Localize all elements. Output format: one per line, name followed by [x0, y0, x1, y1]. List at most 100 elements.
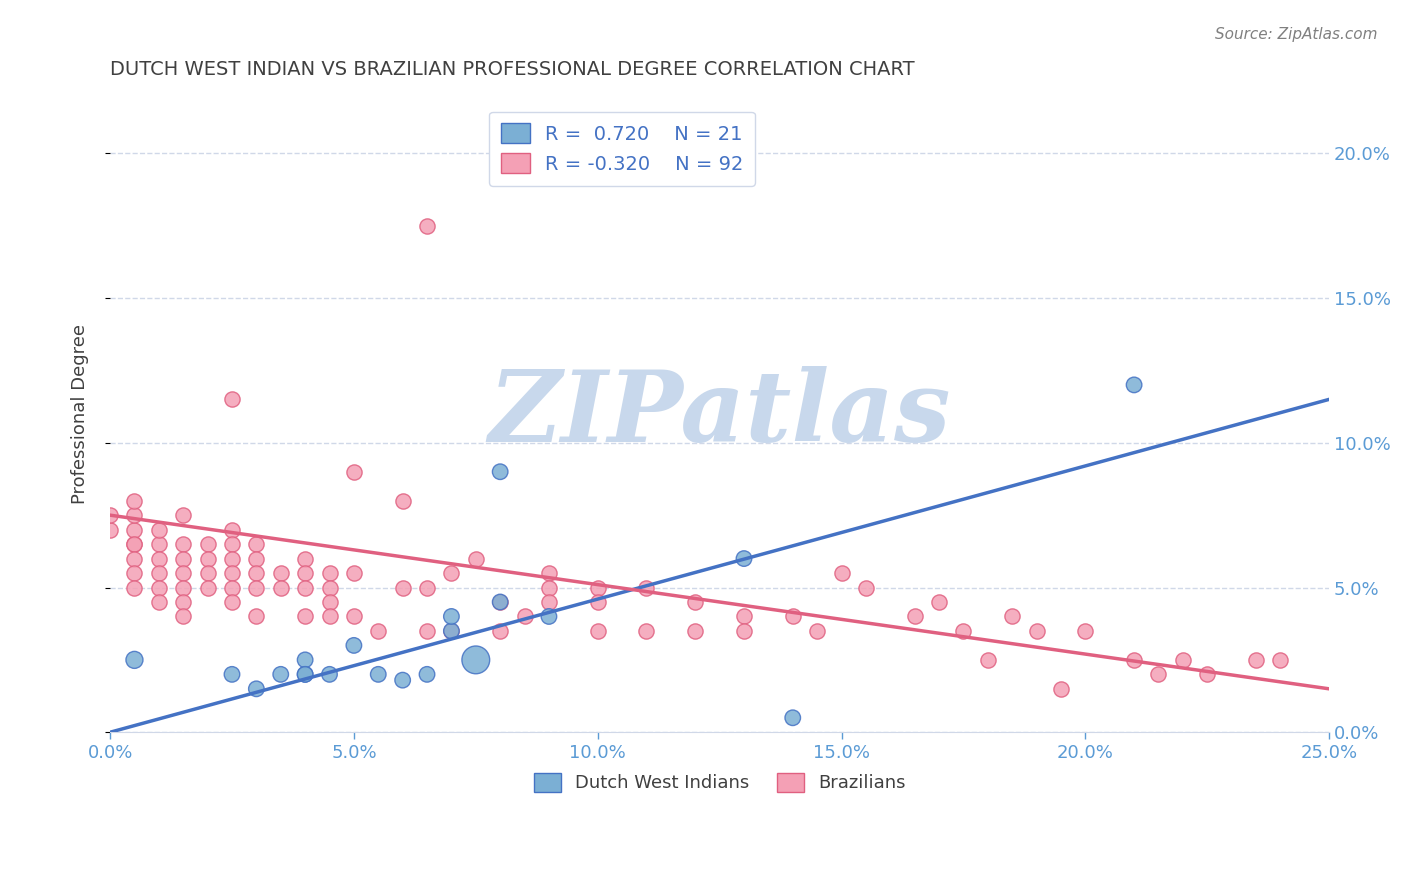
Point — [464, 551, 486, 566]
Point — [343, 639, 366, 653]
Legend: Dutch West Indians, Brazilians: Dutch West Indians, Brazilians — [526, 766, 912, 799]
Point — [148, 595, 170, 609]
Point — [1025, 624, 1047, 638]
Point — [172, 508, 194, 523]
Point — [318, 609, 340, 624]
Point — [489, 595, 512, 609]
Point — [586, 624, 609, 638]
Point — [1171, 653, 1194, 667]
Point — [124, 653, 146, 667]
Point — [1001, 609, 1024, 624]
Point — [1270, 653, 1292, 667]
Point — [782, 711, 804, 725]
Point — [928, 595, 950, 609]
Text: ZIPatlas: ZIPatlas — [488, 366, 950, 462]
Point — [537, 595, 560, 609]
Point — [586, 595, 609, 609]
Point — [1074, 624, 1097, 638]
Point — [904, 609, 927, 624]
Point — [391, 673, 413, 687]
Point — [148, 551, 170, 566]
Point — [245, 581, 267, 595]
Text: DUTCH WEST INDIAN VS BRAZILIAN PROFESSIONAL DEGREE CORRELATION CHART: DUTCH WEST INDIAN VS BRAZILIAN PROFESSIO… — [110, 60, 915, 78]
Point — [197, 537, 219, 551]
Point — [294, 667, 316, 681]
Point — [294, 667, 316, 681]
Point — [489, 465, 512, 479]
Point — [855, 581, 877, 595]
Point — [537, 609, 560, 624]
Point — [367, 667, 389, 681]
Point — [197, 581, 219, 595]
Point — [294, 581, 316, 595]
Y-axis label: Professional Degree: Professional Degree — [72, 324, 89, 504]
Point — [537, 566, 560, 580]
Point — [952, 624, 974, 638]
Point — [221, 667, 243, 681]
Point — [416, 667, 439, 681]
Point — [733, 609, 755, 624]
Point — [148, 581, 170, 595]
Point — [124, 537, 146, 551]
Point — [98, 508, 121, 523]
Point — [537, 581, 560, 595]
Point — [343, 609, 366, 624]
Point — [782, 609, 804, 624]
Point — [294, 653, 316, 667]
Point — [440, 566, 463, 580]
Point — [221, 581, 243, 595]
Point — [270, 667, 292, 681]
Point — [586, 581, 609, 595]
Point — [636, 581, 658, 595]
Point — [391, 581, 413, 595]
Point — [977, 653, 1000, 667]
Point — [221, 523, 243, 537]
Point — [806, 624, 828, 638]
Point — [636, 624, 658, 638]
Point — [1147, 667, 1170, 681]
Point — [124, 508, 146, 523]
Point — [270, 566, 292, 580]
Text: Source: ZipAtlas.com: Source: ZipAtlas.com — [1215, 27, 1378, 42]
Point — [733, 551, 755, 566]
Point — [1123, 377, 1146, 392]
Point — [464, 653, 486, 667]
Point — [124, 493, 146, 508]
Point — [440, 609, 463, 624]
Point — [1244, 653, 1267, 667]
Point — [124, 581, 146, 595]
Point — [245, 537, 267, 551]
Point — [416, 219, 439, 233]
Point — [221, 392, 243, 407]
Point — [440, 624, 463, 638]
Point — [318, 581, 340, 595]
Point — [245, 551, 267, 566]
Point — [98, 523, 121, 537]
Point — [367, 624, 389, 638]
Point — [489, 624, 512, 638]
Point — [416, 624, 439, 638]
Point — [124, 523, 146, 537]
Point — [197, 551, 219, 566]
Point — [148, 537, 170, 551]
Point — [294, 566, 316, 580]
Point — [489, 595, 512, 609]
Point — [221, 566, 243, 580]
Point — [197, 566, 219, 580]
Point — [294, 551, 316, 566]
Point — [172, 537, 194, 551]
Point — [221, 551, 243, 566]
Point — [172, 566, 194, 580]
Point — [124, 566, 146, 580]
Point — [172, 551, 194, 566]
Point — [124, 537, 146, 551]
Point — [513, 609, 536, 624]
Point — [683, 595, 706, 609]
Point — [318, 566, 340, 580]
Point — [172, 609, 194, 624]
Point — [221, 537, 243, 551]
Point — [245, 681, 267, 696]
Point — [1050, 681, 1073, 696]
Point — [221, 595, 243, 609]
Point — [245, 609, 267, 624]
